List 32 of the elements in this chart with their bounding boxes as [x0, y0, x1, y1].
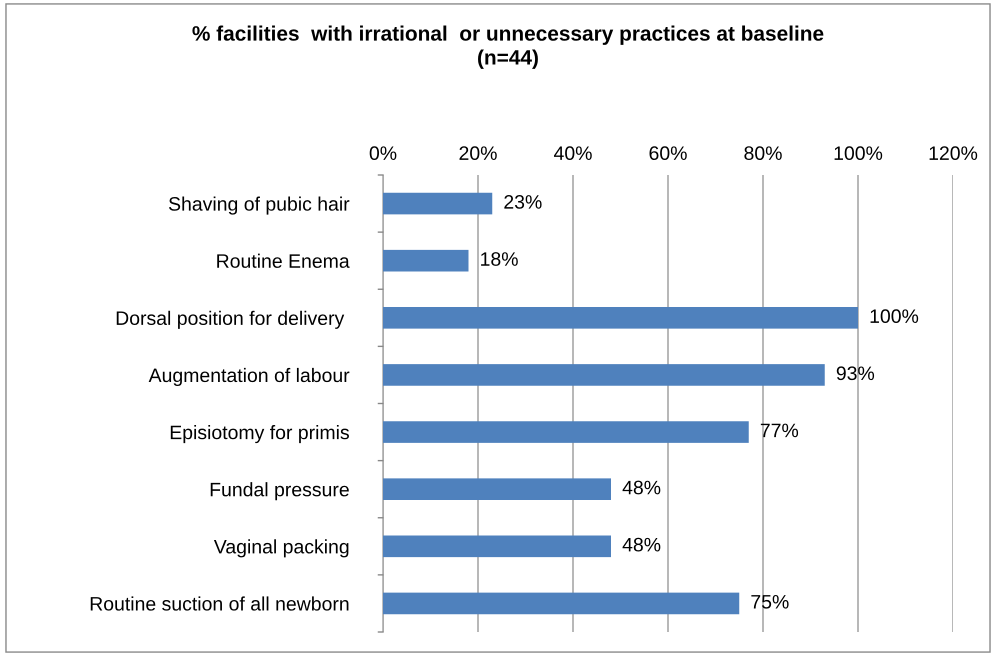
- data-label: 93%: [836, 366, 874, 380]
- data-label: 18%: [481, 252, 518, 266]
- data-label: 75%: [751, 594, 789, 609]
- y-tick-label: Dorsal position for delivery: [116, 310, 344, 329]
- bar: [383, 478, 611, 500]
- y-tick-label: Routine Enema: [217, 254, 350, 268]
- y-tick-label: Shaving of pubic hair: [168, 196, 350, 215]
- bar: [383, 250, 468, 272]
- x-tick-label: 0%: [370, 146, 396, 160]
- bar: [383, 306, 858, 329]
- bar: [383, 192, 492, 214]
- bar: [383, 421, 749, 443]
- bar: [383, 364, 825, 386]
- data-label: 23%: [504, 195, 542, 209]
- x-tick-label: 120%: [930, 146, 978, 160]
- x-tick-label: 40%: [554, 146, 592, 160]
- x-tick-label: 60%: [650, 146, 687, 160]
- y-tick-label: Vaginal packing: [214, 539, 348, 558]
- x-tick-label: 80%: [744, 146, 782, 160]
- y-tick-label: Fundal pressure: [210, 482, 349, 500]
- y-tick-label: Episiotomy for primis: [170, 425, 349, 444]
- data-label: 48%: [622, 480, 660, 494]
- chart-title: % facilities with irrational or unnecessary practices at baseline (n=44): [192, 26, 824, 69]
- bar: [383, 535, 611, 558]
- data-label: 100%: [870, 309, 918, 324]
- x-tick-label: 100%: [834, 146, 882, 160]
- data-label: 48%: [622, 538, 660, 552]
- y-tick-label: Augmentation of labour: [148, 368, 350, 386]
- bar: [383, 592, 740, 614]
- x-tick-label: 20%: [460, 146, 497, 160]
- data-label: 77%: [760, 424, 798, 438]
- y-tick-label: Routine suction of all newborn: [90, 596, 348, 611]
